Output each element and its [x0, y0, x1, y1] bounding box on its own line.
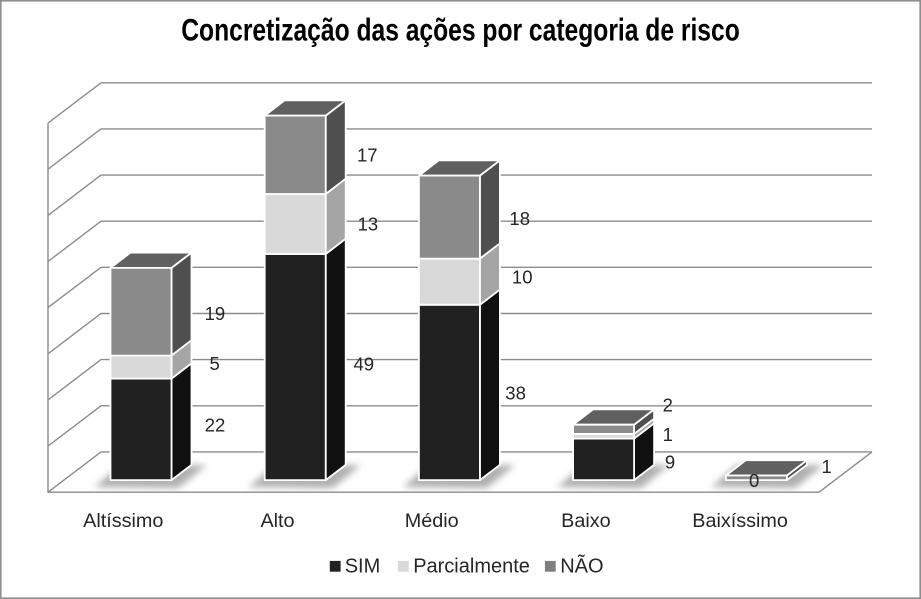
- svg-text:22: 22: [205, 415, 226, 436]
- svg-text:Altíssimo: Altíssimo: [83, 510, 163, 532]
- svg-text:9: 9: [665, 451, 675, 472]
- svg-text:Baixíssimo: Baixíssimo: [692, 510, 788, 532]
- svg-text:13: 13: [358, 214, 379, 235]
- svg-text:19: 19: [205, 303, 226, 324]
- svg-text:0: 0: [749, 470, 759, 491]
- svg-text:17: 17: [357, 145, 378, 166]
- svg-text:49: 49: [354, 353, 375, 374]
- svg-text:38: 38: [505, 383, 526, 404]
- svg-text:Alto: Alto: [260, 510, 294, 532]
- svg-text:18: 18: [509, 208, 530, 229]
- svg-text:1: 1: [663, 424, 673, 445]
- svg-text:Médio: Médio: [405, 510, 459, 532]
- svg-text:5: 5: [209, 353, 219, 374]
- svg-text:Concretização das ações por ca: Concretização das ações por categoria de…: [181, 13, 740, 48]
- svg-text:Parcialmente: Parcialmente: [413, 555, 530, 577]
- svg-text:2: 2: [663, 395, 673, 416]
- svg-text:10: 10: [512, 267, 533, 288]
- svg-text:SIM: SIM: [345, 555, 381, 577]
- svg-text:1: 1: [822, 456, 832, 477]
- svg-text:NÃO: NÃO: [560, 553, 603, 577]
- svg-text:Baixo: Baixo: [561, 510, 610, 532]
